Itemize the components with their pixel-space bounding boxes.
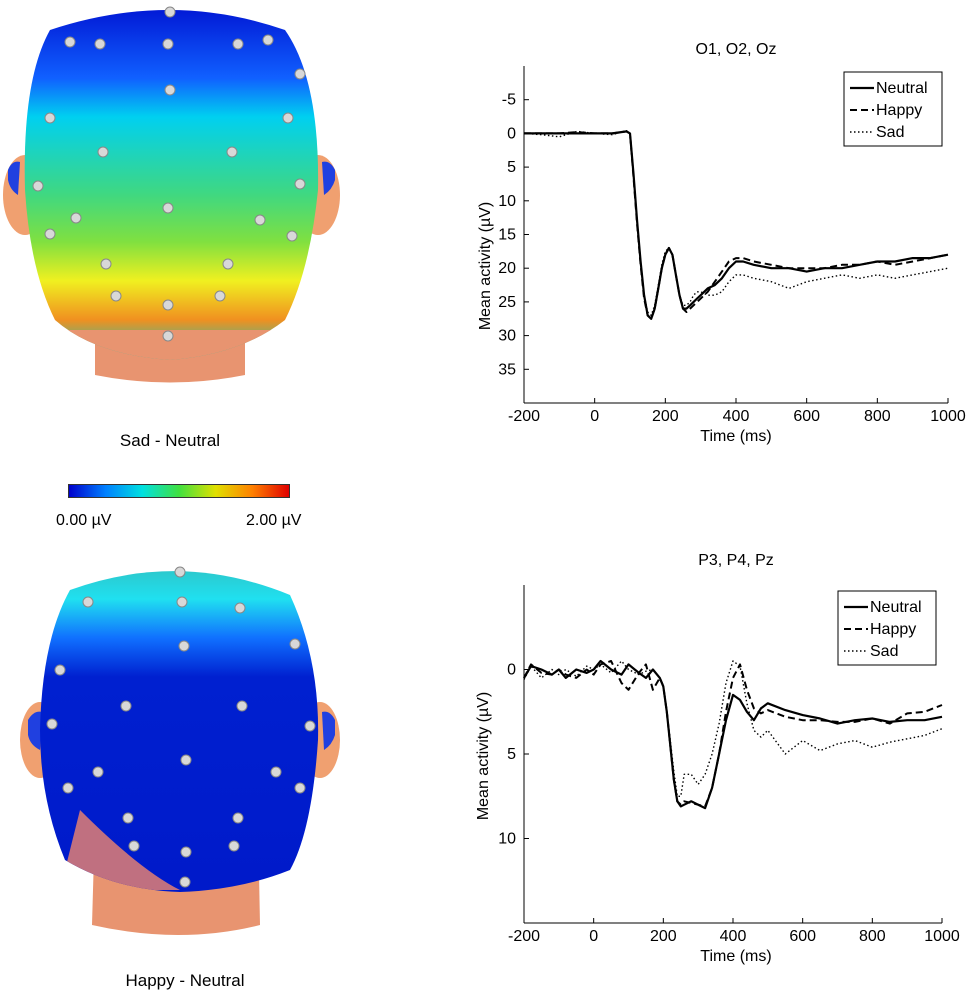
x-tick-label: 200 bbox=[652, 408, 679, 425]
x-tick-label: 0 bbox=[590, 408, 599, 425]
x-tick-label: 600 bbox=[793, 408, 820, 425]
y-tick-label: 35 bbox=[498, 361, 516, 378]
chart-parietal: P3, P4, Pz Time (ms) Mean activity (µV) … bbox=[475, 552, 960, 965]
y-tick-label: -5 bbox=[502, 92, 516, 109]
chart-title: O1, O2, Oz bbox=[696, 41, 777, 58]
legend-label-neutral: Neutral bbox=[876, 80, 928, 97]
x-tick-label: -200 bbox=[508, 928, 540, 945]
x-tick-label: 800 bbox=[859, 928, 886, 945]
x-tick-label: 800 bbox=[864, 408, 891, 425]
topomap-happy-neutral bbox=[20, 566, 340, 935]
y-tick-label: 0 bbox=[507, 125, 516, 142]
x-tick-label: 0 bbox=[589, 928, 598, 945]
electrode-dots bbox=[46, 566, 316, 888]
series-line-neutral bbox=[524, 130, 949, 320]
y-tick-label: 0 bbox=[507, 662, 516, 679]
x-tick-label: 1000 bbox=[930, 408, 966, 425]
y-tick-label: 15 bbox=[498, 227, 516, 244]
x-tick-label: 200 bbox=[650, 928, 677, 945]
y-tick-label: 20 bbox=[498, 260, 516, 277]
colorbar-min-label: 0.00 µV bbox=[56, 512, 112, 529]
legend-label-neutral: Neutral bbox=[870, 599, 922, 616]
x-tick-label: 600 bbox=[789, 928, 816, 945]
legend-label-happy: Happy bbox=[876, 102, 922, 119]
y-tick-label: 10 bbox=[498, 831, 516, 848]
colorbar-max-label: 2.00 µV bbox=[246, 512, 302, 529]
y-tick-label: 30 bbox=[498, 328, 516, 345]
legend-label-sad: Sad bbox=[876, 124, 904, 141]
legend-label-happy: Happy bbox=[870, 621, 916, 638]
topomap-label-1: Sad - Neutral bbox=[119, 431, 221, 450]
y-axis-label: Mean activity (µV) bbox=[475, 692, 492, 820]
chart-occipital: O1, O2, Oz Time (ms) Mean activity (µV) … bbox=[477, 41, 966, 445]
x-tick-label: 1000 bbox=[924, 928, 960, 945]
y-tick-label: 25 bbox=[498, 294, 516, 311]
y-tick-label: 5 bbox=[507, 159, 516, 176]
x-tick-label: -200 bbox=[508, 408, 540, 425]
legend-label-sad: Sad bbox=[870, 643, 898, 660]
y-tick-label: 10 bbox=[498, 193, 516, 210]
topomap-sad-neutral bbox=[3, 6, 340, 383]
x-axis-label: Time (ms) bbox=[700, 948, 771, 965]
y-tick-label: 5 bbox=[507, 746, 516, 763]
legend-box bbox=[837, 590, 937, 666]
x-axis-label: Time (ms) bbox=[700, 428, 771, 445]
y-axis-label: Mean activity (µV) bbox=[477, 202, 494, 330]
chart-title: P3, P4, Pz bbox=[698, 552, 774, 569]
legend-box bbox=[843, 71, 943, 147]
series-line-neutral bbox=[523, 659, 943, 810]
series-line-happy bbox=[524, 130, 949, 320]
x-tick-label: 400 bbox=[723, 408, 750, 425]
x-tick-label: 400 bbox=[720, 928, 747, 945]
topomap-label-2: Happy - Neutral bbox=[125, 971, 245, 990]
series-line-sad bbox=[523, 660, 943, 798]
series-line-happy bbox=[523, 660, 943, 808]
electrode-dots bbox=[32, 6, 306, 342]
colorbar bbox=[68, 484, 290, 498]
series-line-sad bbox=[523, 129, 949, 317]
